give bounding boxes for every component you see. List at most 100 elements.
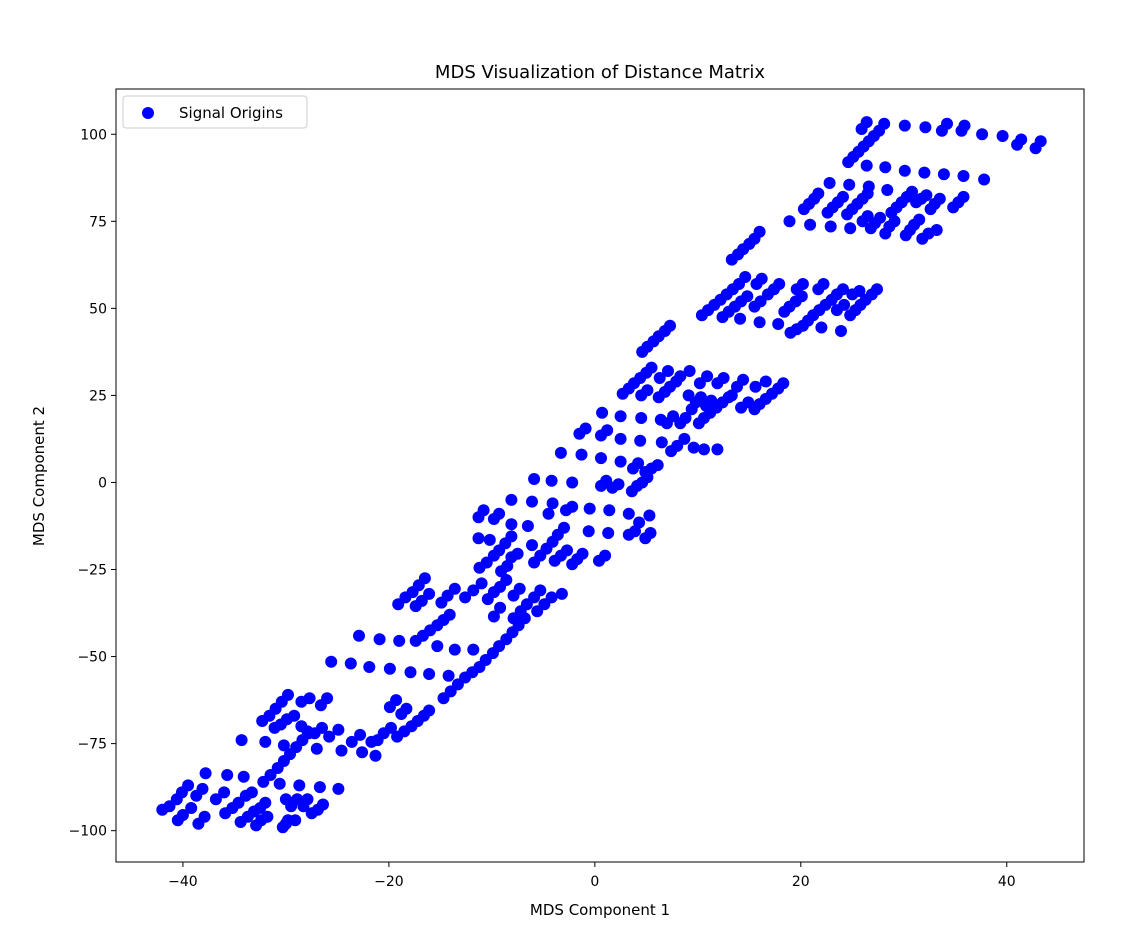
scatter-point <box>683 365 696 377</box>
scatter-point <box>653 372 666 384</box>
scatter-point <box>838 298 851 311</box>
scatter-point <box>933 192 946 205</box>
scatter-point <box>566 500 579 513</box>
x-tick-label: −40 <box>168 874 198 890</box>
scatter-point <box>442 669 455 682</box>
scatter-point <box>511 547 524 560</box>
scatter-point <box>448 643 461 656</box>
scatter-point <box>958 119 971 132</box>
scatter-point <box>335 744 348 757</box>
scatter-point <box>558 521 570 534</box>
scatter-point <box>323 730 336 743</box>
scatter-point <box>930 224 943 236</box>
y-tick-label: −50 <box>77 650 107 666</box>
scatter-point <box>373 633 386 646</box>
scatter-point <box>393 634 406 647</box>
scatter-point <box>853 285 866 297</box>
y-tick-label: 75 <box>89 214 107 230</box>
scatter-point <box>185 802 198 814</box>
scatter-point <box>753 316 766 329</box>
scatter-point <box>644 527 657 539</box>
scatter-point <box>823 177 836 189</box>
scatter-point <box>345 735 358 748</box>
scatter-point <box>182 779 195 792</box>
scatter-point <box>542 507 555 520</box>
scatter-point <box>196 782 209 795</box>
scatter-point <box>423 587 436 600</box>
scatter-point <box>459 591 472 604</box>
scatter-point <box>477 504 490 517</box>
scatter-point <box>317 798 329 811</box>
scatter-point <box>888 215 901 228</box>
scatter-point <box>575 448 588 461</box>
scatter-point <box>400 702 413 715</box>
scatter-point <box>431 640 444 653</box>
scatter-point <box>941 117 953 130</box>
scatter-point <box>874 211 887 224</box>
scatter-point <box>554 446 567 459</box>
scatter-point <box>390 694 403 707</box>
scatter-point <box>528 473 541 485</box>
x-axis: −40 −20 0 20 40 <box>168 862 1016 890</box>
scatter-point <box>655 436 668 449</box>
scatter-point <box>783 215 796 228</box>
scatter-point <box>354 728 367 741</box>
scatter-point <box>898 119 911 132</box>
scatter-point <box>674 370 687 383</box>
scatter-point <box>561 544 573 557</box>
plot-area <box>115 88 1085 863</box>
scatter-point <box>641 471 654 484</box>
scatter-point <box>815 321 828 334</box>
legend-box <box>122 95 308 129</box>
scatter-point <box>871 283 883 296</box>
y-tick-label: −100 <box>69 824 107 840</box>
scatter-point <box>545 591 558 604</box>
scatter-point <box>860 116 873 129</box>
scatter-point <box>526 539 538 552</box>
scatter-point <box>773 278 786 290</box>
scatter-point <box>332 782 345 795</box>
scatter-points <box>156 116 1047 834</box>
scatter-point <box>356 746 369 759</box>
scatter-point <box>321 692 334 705</box>
scatter-point <box>920 189 933 202</box>
scatter-point <box>235 734 248 747</box>
x-tick-label: −20 <box>374 874 404 890</box>
scatter-point <box>566 476 579 489</box>
legend-marker <box>142 107 154 119</box>
scatter-point <box>310 742 323 755</box>
scatter-point <box>919 121 932 134</box>
scatter-point <box>332 723 345 736</box>
x-tick-label: 0 <box>590 874 599 890</box>
y-tick-label: 100 <box>80 127 107 143</box>
scatter-point <box>218 786 231 799</box>
scatter-point <box>835 325 847 337</box>
scatter-point <box>996 130 1009 142</box>
y-tick-label: 25 <box>89 388 107 404</box>
scatter-point <box>596 406 609 419</box>
scatter-point <box>176 809 189 821</box>
scatter-point <box>363 661 376 673</box>
y-tick-label: 0 <box>98 475 107 491</box>
scatter-point <box>344 657 357 670</box>
scatter-point <box>725 389 738 402</box>
scatter-point <box>817 278 830 290</box>
scatter-point <box>759 375 772 388</box>
scatter-point <box>753 225 766 238</box>
scatter-point <box>289 814 302 827</box>
scatter-point <box>472 532 485 545</box>
y-tick-label: −75 <box>77 737 107 753</box>
scatter-point <box>261 810 274 823</box>
scatter-point <box>612 478 625 491</box>
scatter-point <box>493 507 506 520</box>
legend-label: Signal Origins <box>179 104 283 122</box>
scatter-point <box>595 452 607 465</box>
scatter-point <box>701 370 714 383</box>
scatter-point <box>601 424 614 437</box>
scatter-point <box>494 601 507 614</box>
scatter-point <box>505 493 518 506</box>
x-axis-label: MDS Component 1 <box>530 901 670 919</box>
scatter-point <box>599 549 612 562</box>
scatter-point <box>645 361 658 374</box>
scatter-point <box>500 574 513 586</box>
